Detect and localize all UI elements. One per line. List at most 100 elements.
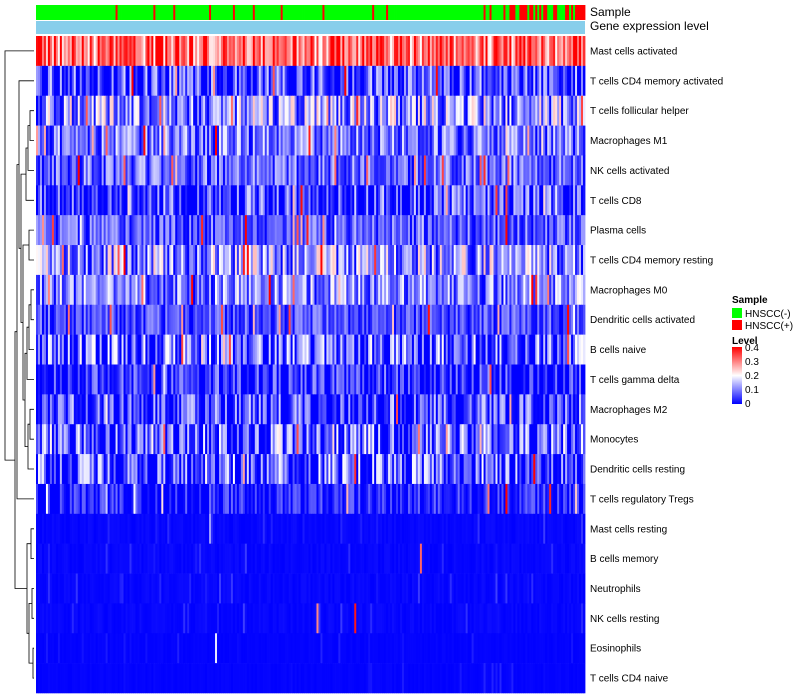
heatmap-cell <box>286 364 290 395</box>
heatmap-cell <box>521 65 524 97</box>
heatmap-cell <box>73 394 77 425</box>
heatmap-cell <box>342 65 345 97</box>
heatmap-cell <box>99 424 103 455</box>
heatmap-cell <box>310 454 313 485</box>
heatmap-cell <box>465 274 469 306</box>
heatmap-cell <box>272 364 276 395</box>
heatmap-cell <box>65 394 69 425</box>
heatmap-cell <box>147 483 150 515</box>
heatmap-cell <box>61 454 65 485</box>
heatmap-cell <box>340 185 343 216</box>
heatmap-cell <box>67 155 71 186</box>
heatmap-cell <box>95 513 99 544</box>
heatmap-cell <box>503 95 506 126</box>
heatmap-cell <box>236 155 240 186</box>
heatmap-cell <box>292 245 295 276</box>
heatmap-cell <box>268 394 272 425</box>
heatmap-cell <box>525 245 528 276</box>
sample-cell <box>286 5 290 20</box>
heatmap-cell <box>435 215 439 246</box>
heatmap-cell <box>242 483 246 515</box>
heatmap-cell <box>541 36 544 67</box>
heatmap-cell <box>481 394 484 425</box>
heatmap-cell <box>388 483 391 515</box>
heatmap-cell <box>278 65 282 97</box>
heatmap-cell <box>384 95 387 126</box>
heatmap-cell <box>473 513 476 544</box>
heatmap-cell <box>405 304 409 335</box>
heatmap-cell <box>111 454 114 485</box>
heatmap-cell <box>346 155 349 186</box>
heatmap-cell <box>230 155 234 186</box>
heatmap-cell <box>211 454 214 485</box>
heatmap-cell <box>447 185 451 216</box>
heatmap-cell <box>181 125 184 156</box>
heatmap-cell <box>97 483 101 515</box>
heatmap-cell <box>425 364 429 395</box>
heatmap-cell <box>41 274 45 306</box>
heatmap-cell <box>185 334 188 365</box>
heatmap-cell <box>228 155 232 186</box>
sample-cell <box>479 5 482 20</box>
heatmap-cell <box>455 513 459 544</box>
heatmap-cell <box>447 394 451 425</box>
heatmap-cell <box>433 215 437 246</box>
heatmap-cell <box>228 513 232 544</box>
heatmap-cell <box>579 65 582 97</box>
heatmap-cell <box>252 125 256 156</box>
heatmap-cell <box>165 364 168 395</box>
heatmap-cell <box>179 215 182 246</box>
sample-cell <box>370 5 373 20</box>
heatmap-cell <box>433 36 437 67</box>
heatmap-cell <box>463 424 467 455</box>
heatmap-cell <box>238 364 242 395</box>
heatmap-cell <box>326 454 329 485</box>
heatmap-cell <box>539 513 542 544</box>
heatmap-cell <box>209 454 212 485</box>
heatmap-cell <box>306 513 309 544</box>
heatmap-cell <box>83 215 87 246</box>
heatmap-cell <box>95 125 99 156</box>
heatmap-cell <box>189 125 192 156</box>
heatmap-cell <box>352 304 355 335</box>
heatmap-cell <box>509 483 512 515</box>
heatmap-cell <box>485 364 488 395</box>
heatmap-cell <box>157 513 160 544</box>
heatmap-cell <box>340 65 343 97</box>
heatmap-cell <box>258 245 262 276</box>
heatmap-cell <box>228 185 232 216</box>
heatmap-cell <box>423 215 427 246</box>
heatmap-cell <box>173 215 176 246</box>
heatmap-cell <box>187 65 190 97</box>
heatmap-cell <box>477 394 480 425</box>
heatmap-cell <box>55 424 59 455</box>
heatmap-cell <box>187 215 190 246</box>
heatmap-cell <box>467 65 471 97</box>
heatmap-cell <box>324 185 327 216</box>
heatmap-cell <box>274 454 278 485</box>
heatmap-cell <box>356 155 359 186</box>
heatmap-cell <box>433 364 437 395</box>
heatmap-cell <box>147 185 150 216</box>
heatmap-cell <box>557 95 560 126</box>
heatmap-cell <box>392 36 395 67</box>
heatmap-cell <box>157 483 160 515</box>
heatmap-cell <box>123 274 126 306</box>
heatmap-cell <box>137 274 140 306</box>
sample-cell <box>187 5 190 20</box>
sample-cell <box>565 5 568 20</box>
heatmap-cell <box>278 274 282 306</box>
heatmap-cell <box>177 483 180 515</box>
heatmap-cell <box>77 304 81 335</box>
heatmap-cell <box>330 65 333 97</box>
heatmap-cell <box>107 304 110 335</box>
heatmap-cell <box>129 394 132 425</box>
heatmap-cell <box>300 424 303 455</box>
heatmap-cell <box>497 454 500 485</box>
sample-cell <box>437 5 441 20</box>
heatmap-cell <box>244 513 248 544</box>
heatmap-cell <box>179 274 182 306</box>
heatmap-cell <box>119 483 122 515</box>
heatmap-cell <box>73 185 77 216</box>
heatmap-cell <box>457 245 461 276</box>
